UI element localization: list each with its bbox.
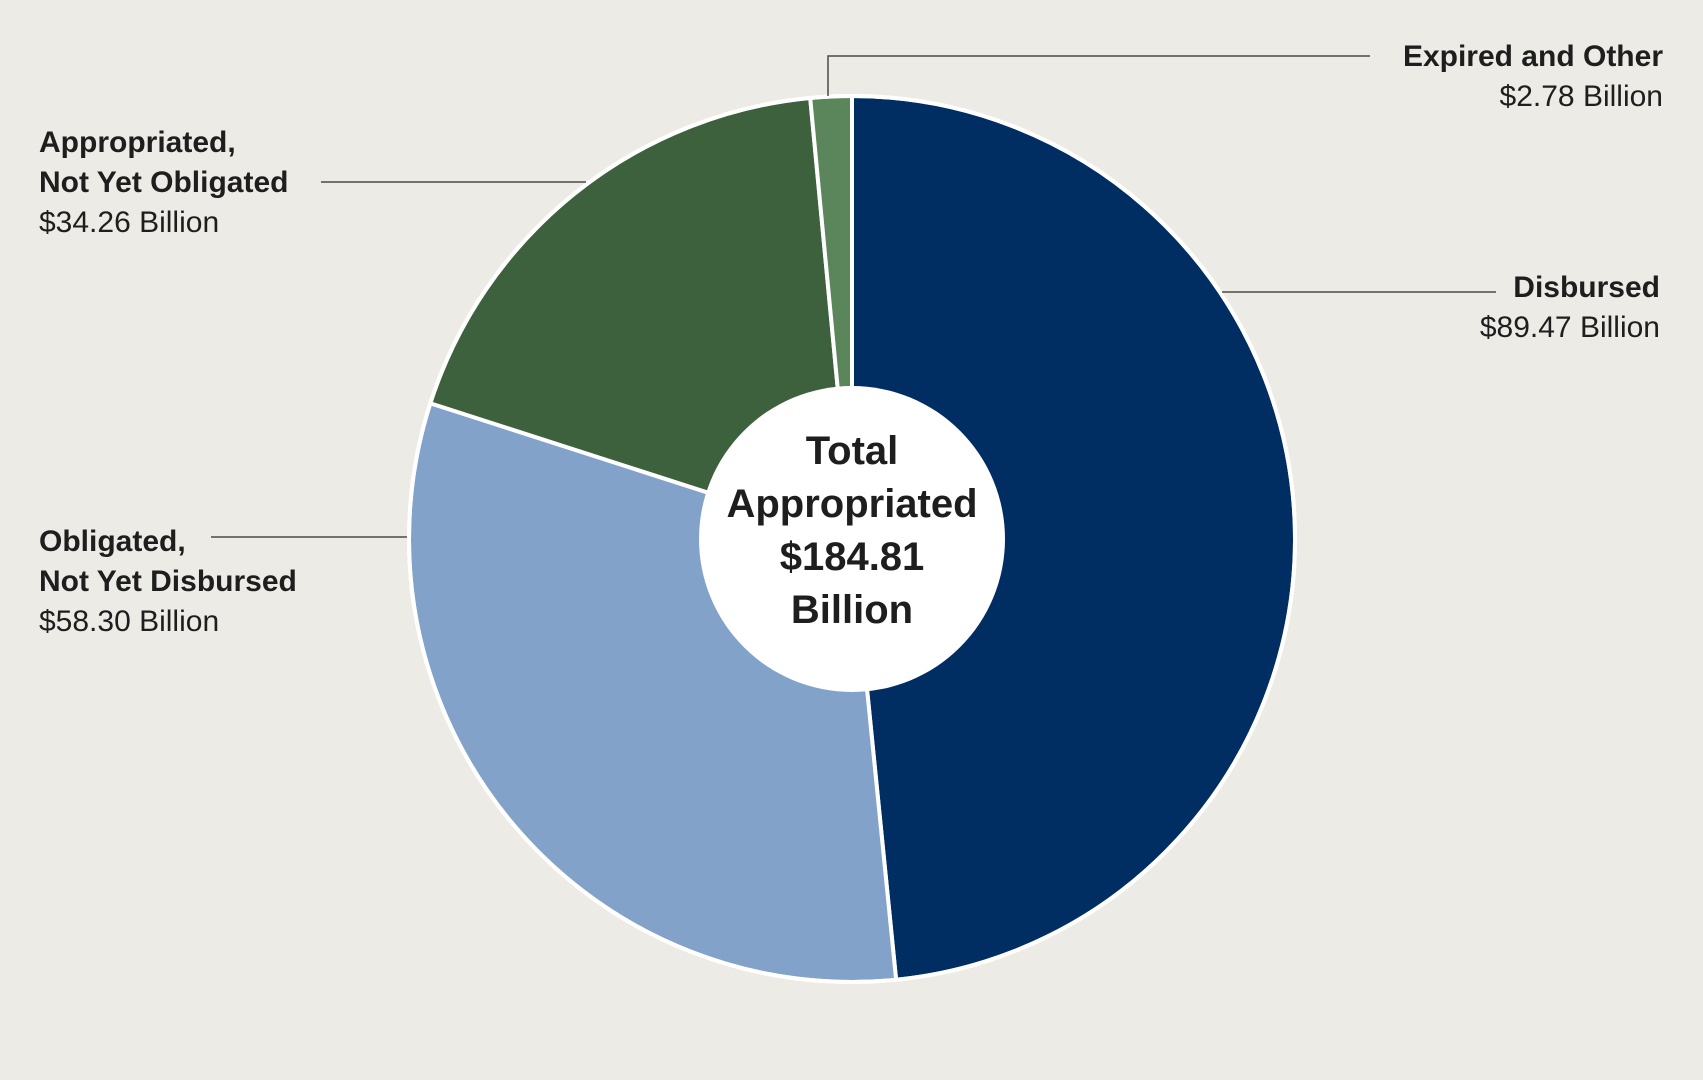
slice-label-name: Obligated, Not Yet Disbursed: [39, 525, 297, 598]
slice-label-value: $34.26 Billion: [39, 206, 220, 239]
slice-label-appropriated: Appropriated, Not Yet Obligated $34.26 B…: [39, 123, 288, 243]
center-label-line-1: Total: [805, 429, 899, 473]
center-label-line-4: Billion: [790, 588, 914, 632]
slice-label-name: Expired and Other: [1402, 40, 1663, 73]
slice-label-name: Disbursed: [1513, 271, 1660, 304]
center-total-label: Total Appropriated $184.81 Billion: [700, 425, 1004, 637]
slice-label-name: Appropriated, Not Yet Obligated: [39, 126, 289, 199]
center-label-line-3: $184.81: [779, 535, 925, 579]
slice-label-expired: Expired and Other $2.78 Billion: [1403, 37, 1663, 117]
slice-label-value: $89.47 Billion: [1479, 311, 1660, 344]
slice-label-obligated: Obligated, Not Yet Disbursed $58.30 Bill…: [39, 522, 297, 642]
center-label-line-2: Appropriated: [726, 482, 978, 526]
donut-outline: [407, 94, 1297, 984]
slice-label-value: $2.78 Billion: [1499, 80, 1663, 113]
slice-label-value: $58.30 Billion: [39, 605, 220, 638]
slice-label-disbursed: Disbursed $89.47 Billion: [1480, 268, 1660, 348]
donut-hole: [699, 386, 1005, 692]
leader-line-expired: [827, 55, 1370, 96]
